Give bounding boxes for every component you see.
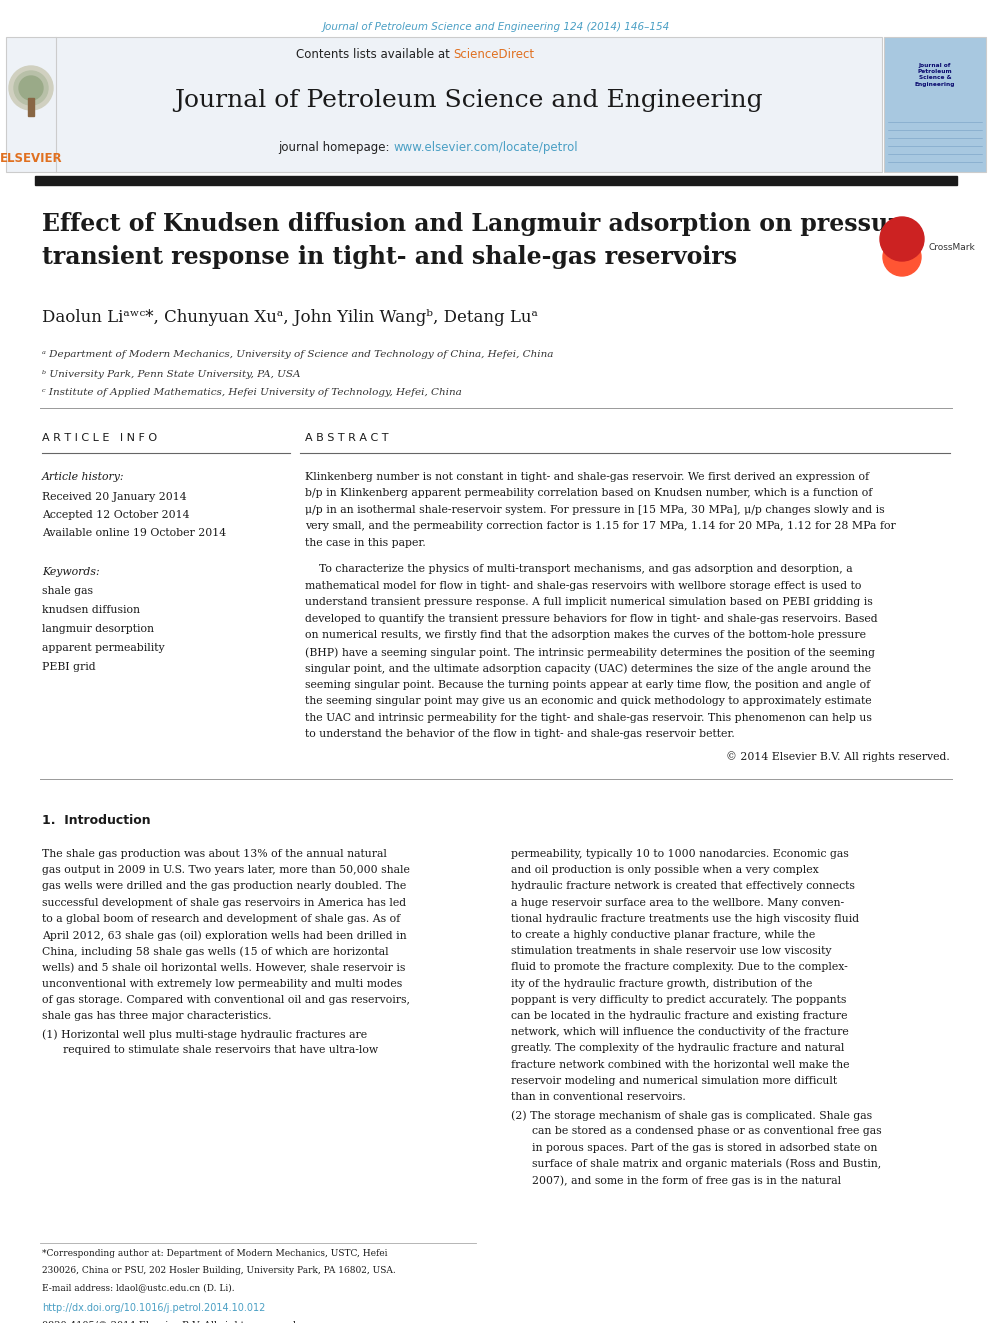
Text: Journal of Petroleum Science and Engineering: Journal of Petroleum Science and Enginee… <box>175 89 763 111</box>
Text: fracture network combined with the horizontal well make the: fracture network combined with the horiz… <box>511 1060 849 1069</box>
Text: http://dx.doi.org/10.1016/j.petrol.2014.10.012: http://dx.doi.org/10.1016/j.petrol.2014.… <box>42 1303 266 1312</box>
Text: on numerical results, we firstly find that the adsorption makes the curves of th: on numerical results, we firstly find th… <box>305 631 866 640</box>
Text: apparent permeability: apparent permeability <box>42 643 165 654</box>
Text: CrossMark: CrossMark <box>928 243 975 253</box>
Text: Journal of
Petroleum
Science &
Engineering: Journal of Petroleum Science & Engineeri… <box>915 64 955 86</box>
Text: Daolun Liᵃʷᶜ*, Chunyuan Xuᵃ, John Yilin Wangᵇ, Detang Luᵃ: Daolun Liᵃʷᶜ*, Chunyuan Xuᵃ, John Yilin … <box>42 310 538 327</box>
Text: mathematical model for flow in tight- and shale-gas reservoirs with wellbore sto: mathematical model for flow in tight- an… <box>305 581 861 591</box>
Text: ScienceDirect: ScienceDirect <box>453 49 535 61</box>
Circle shape <box>880 217 924 261</box>
Text: hydraulic fracture network is created that effectively connects: hydraulic fracture network is created th… <box>511 881 855 892</box>
Text: 2007), and some in the form of free gas is in the natural: 2007), and some in the form of free gas … <box>511 1175 841 1185</box>
Text: permeability, typically 10 to 1000 nanodarcies. Economic gas: permeability, typically 10 to 1000 nanod… <box>511 849 849 859</box>
Text: E-mail address: ldaol@ustc.edu.cn (D. Li).: E-mail address: ldaol@ustc.edu.cn (D. Li… <box>42 1283 235 1293</box>
Text: and oil production is only possible when a very complex: and oil production is only possible when… <box>511 865 818 876</box>
Text: Accepted 12 October 2014: Accepted 12 October 2014 <box>42 509 189 520</box>
Text: Article history:: Article history: <box>42 472 125 482</box>
Text: reservoir modeling and numerical simulation more difficult: reservoir modeling and numerical simulat… <box>511 1076 837 1086</box>
Text: stimulation treatments in shale reservoir use low viscosity: stimulation treatments in shale reservoi… <box>511 946 831 957</box>
Circle shape <box>14 71 48 105</box>
Text: Klinkenberg number is not constant in tight- and shale-gas reservoir. We first d: Klinkenberg number is not constant in ti… <box>305 472 869 482</box>
Circle shape <box>883 238 921 277</box>
Text: to understand the behavior of the flow in tight- and shale-gas reservoir better.: to understand the behavior of the flow i… <box>305 729 735 740</box>
Text: of gas storage. Compared with conventional oil and gas reservoirs,: of gas storage. Compared with convention… <box>42 995 410 1004</box>
Text: *Corresponding author at: Department of Modern Mechanics, USTC, Hefei: *Corresponding author at: Department of … <box>42 1249 388 1258</box>
Text: than in conventional reservoirs.: than in conventional reservoirs. <box>511 1091 685 1102</box>
Text: a huge reservoir surface area to the wellbore. Many conven-: a huge reservoir surface area to the wel… <box>511 897 844 908</box>
Text: A B S T R A C T: A B S T R A C T <box>305 433 389 443</box>
Text: Contents lists available at: Contents lists available at <box>296 49 453 61</box>
Text: can be located in the hydraulic fracture and existing fracture: can be located in the hydraulic fracture… <box>511 1011 847 1021</box>
Text: greatly. The complexity of the hydraulic fracture and natural: greatly. The complexity of the hydraulic… <box>511 1044 844 1053</box>
Text: the seeming singular point may give us an economic and quick methodology to appr: the seeming singular point may give us a… <box>305 696 872 706</box>
Text: can be stored as a condensed phase or as conventional free gas: can be stored as a condensed phase or as… <box>511 1126 882 1136</box>
Text: in porous spaces. Part of the gas is stored in adsorbed state on: in porous spaces. Part of the gas is sto… <box>511 1143 877 1152</box>
Text: 1.  Introduction: 1. Introduction <box>42 814 151 827</box>
Text: journal homepage:: journal homepage: <box>278 140 394 153</box>
Text: ᵃ Department of Modern Mechanics, University of Science and Technology of China,: ᵃ Department of Modern Mechanics, Univer… <box>42 351 554 359</box>
FancyBboxPatch shape <box>884 37 986 172</box>
Text: to a global boom of research and development of shale gas. As of: to a global boom of research and develop… <box>42 914 400 923</box>
Text: © 2014 Elsevier B.V. All rights reserved.: © 2014 Elsevier B.V. All rights reserved… <box>726 751 950 762</box>
Text: poppant is very difficulty to predict accurately. The poppants: poppant is very difficulty to predict ac… <box>511 995 846 1004</box>
Text: singular point, and the ultimate adsorption capacity (UAC) determines the size o: singular point, and the ultimate adsorpt… <box>305 664 871 673</box>
Text: ELSEVIER: ELSEVIER <box>0 152 62 164</box>
Text: unconventional with extremely low permeability and multi modes: unconventional with extremely low permea… <box>42 979 402 988</box>
Text: shale gas: shale gas <box>42 586 93 595</box>
Text: wells) and 5 shale oil horizontal wells. However, shale reservoir is: wells) and 5 shale oil horizontal wells.… <box>42 962 406 972</box>
Text: surface of shale matrix and organic materials (Ross and Bustin,: surface of shale matrix and organic mate… <box>511 1159 881 1170</box>
Text: ity of the hydraulic fracture growth, distribution of the: ity of the hydraulic fracture growth, di… <box>511 979 812 988</box>
FancyBboxPatch shape <box>6 37 56 172</box>
Text: (BHP) have a seeming singular point. The intrinsic permeability determines the p: (BHP) have a seeming singular point. The… <box>305 647 875 658</box>
Text: PEBI grid: PEBI grid <box>42 662 95 672</box>
Text: the case in this paper.: the case in this paper. <box>305 538 426 548</box>
Text: fluid to promote the fracture complexity. Due to the complex-: fluid to promote the fracture complexity… <box>511 962 848 972</box>
Text: Journal of Petroleum Science and Engineering 124 (2014) 146–154: Journal of Petroleum Science and Enginee… <box>322 22 670 32</box>
Text: The shale gas production was about 13% of the annual natural: The shale gas production was about 13% o… <box>42 849 387 859</box>
Text: network, which will influence the conductivity of the fracture: network, which will influence the conduc… <box>511 1027 849 1037</box>
Circle shape <box>19 75 43 101</box>
FancyBboxPatch shape <box>55 37 882 172</box>
Bar <box>35 176 957 184</box>
Text: (1) Horizontal well plus multi-stage hydraulic fractures are: (1) Horizontal well plus multi-stage hyd… <box>42 1029 367 1040</box>
Text: 0920-4105/© 2014 Elsevier B.V. All rights reserved.: 0920-4105/© 2014 Elsevier B.V. All right… <box>42 1320 300 1323</box>
Text: successful development of shale gas reservoirs in America has led: successful development of shale gas rese… <box>42 897 406 908</box>
Text: the UAC and intrinsic permeability for the tight- and shale-gas reservoir. This : the UAC and intrinsic permeability for t… <box>305 713 872 722</box>
Text: understand transient pressure response. A full implicit numerical simulation bas: understand transient pressure response. … <box>305 598 873 607</box>
Text: ᶜ Institute of Applied Mathematics, Hefei University of Technology, Hefei, China: ᶜ Institute of Applied Mathematics, Hefe… <box>42 388 461 397</box>
Text: to create a highly conductive planar fracture, while the: to create a highly conductive planar fra… <box>511 930 815 941</box>
Text: seeming singular point. Because the turning points appear at early time flow, th: seeming singular point. Because the turn… <box>305 680 870 691</box>
Bar <box>28 98 34 116</box>
Text: A R T I C L E   I N F O: A R T I C L E I N F O <box>42 433 157 443</box>
Text: To characterize the physics of multi-transport mechanisms, and gas adsorption an: To characterize the physics of multi-tra… <box>305 565 853 574</box>
Text: (2) The storage mechanism of shale gas is complicated. Shale gas: (2) The storage mechanism of shale gas i… <box>511 1110 872 1121</box>
Text: ᵇ University Park, Penn State University, PA, USA: ᵇ University Park, Penn State University… <box>42 370 301 378</box>
Text: tional hydraulic fracture treatments use the high viscosity fluid: tional hydraulic fracture treatments use… <box>511 914 859 923</box>
Circle shape <box>9 66 53 110</box>
Text: developed to quantify the transient pressure behaviors for flow in tight- and sh: developed to quantify the transient pres… <box>305 614 878 624</box>
Text: required to stimulate shale reservoirs that have ultra-low: required to stimulate shale reservoirs t… <box>42 1045 378 1056</box>
Text: b/p in Klinkenberg apparent permeability correlation based on Knudsen number, wh: b/p in Klinkenberg apparent permeability… <box>305 488 872 499</box>
Text: gas wells were drilled and the gas production nearly doubled. The: gas wells were drilled and the gas produ… <box>42 881 407 892</box>
Text: shale gas has three major characteristics.: shale gas has three major characteristic… <box>42 1011 272 1021</box>
Text: μ/p in an isothermal shale-reservoir system. For pressure in [15 MPa, 30 MPa], μ: μ/p in an isothermal shale-reservoir sys… <box>305 505 885 515</box>
Text: langmuir desorption: langmuir desorption <box>42 624 154 634</box>
Text: Available online 19 October 2014: Available online 19 October 2014 <box>42 528 226 538</box>
Text: very small, and the permeability correction factor is 1.15 for 17 MPa, 1.14 for : very small, and the permeability correct… <box>305 521 896 532</box>
Text: Effect of Knudsen diffusion and Langmuir adsorption on pressure
transient respon: Effect of Knudsen diffusion and Langmuir… <box>42 212 916 269</box>
Text: Keywords:: Keywords: <box>42 568 99 577</box>
Text: China, including 58 shale gas wells (15 of which are horizontal: China, including 58 shale gas wells (15 … <box>42 946 389 957</box>
Text: Received 20 January 2014: Received 20 January 2014 <box>42 492 186 501</box>
Text: www.elsevier.com/locate/petrol: www.elsevier.com/locate/petrol <box>394 140 578 153</box>
Text: April 2012, 63 shale gas (oil) exploration wells had been drilled in: April 2012, 63 shale gas (oil) explorati… <box>42 930 407 941</box>
Text: knudsen diffusion: knudsen diffusion <box>42 605 140 615</box>
Text: gas output in 2009 in U.S. Two years later, more than 50,000 shale: gas output in 2009 in U.S. Two years lat… <box>42 865 410 876</box>
Text: 230026, China or PSU, 202 Hosler Building, University Park, PA 16802, USA.: 230026, China or PSU, 202 Hosler Buildin… <box>42 1266 396 1275</box>
